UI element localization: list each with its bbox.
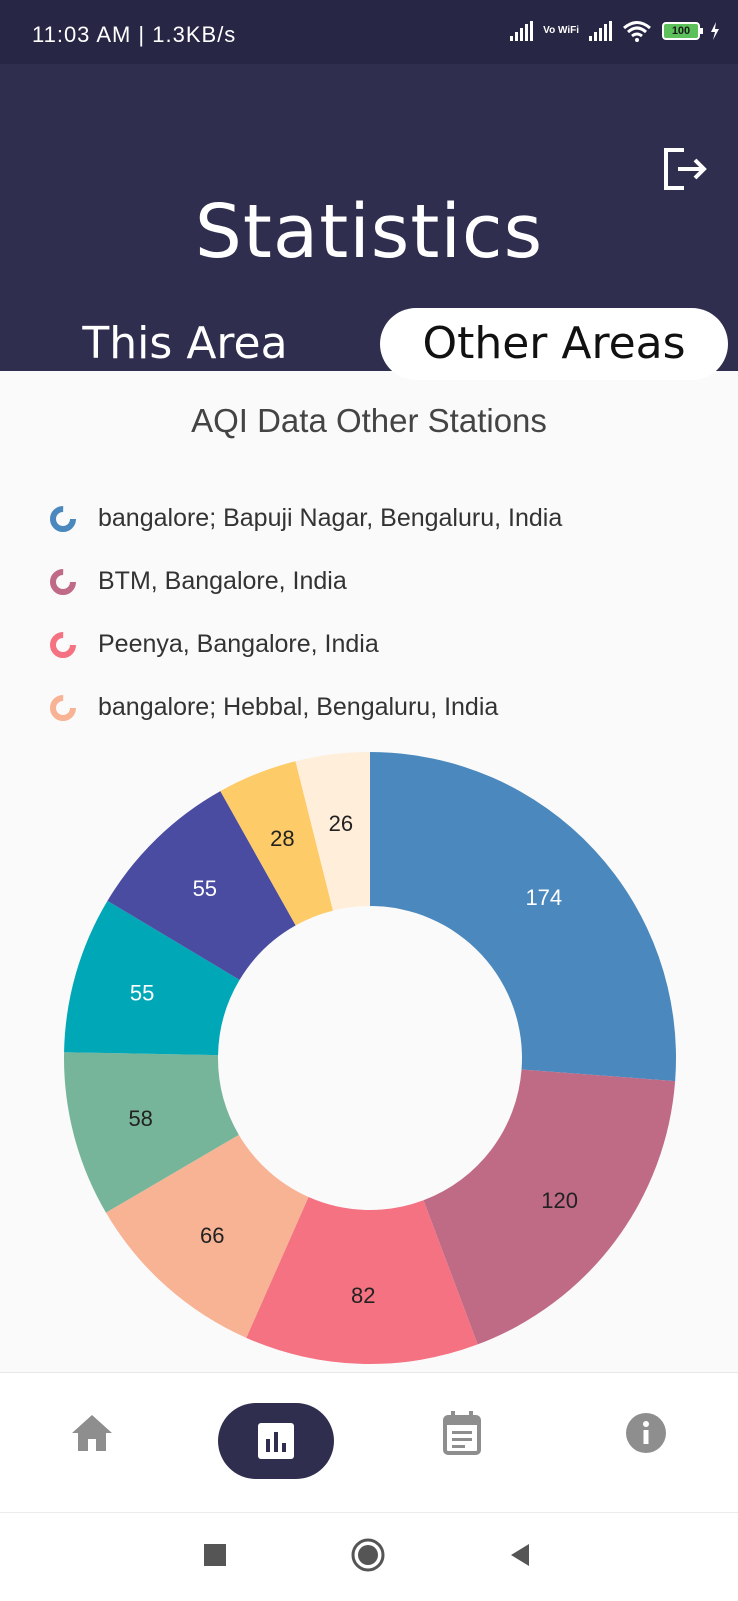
- legend-donut-icon: [50, 631, 76, 658]
- info-icon: [626, 1413, 666, 1453]
- donut-value-label: 66: [200, 1223, 224, 1248]
- donut-value-label: 26: [329, 811, 353, 836]
- signal-icon: [510, 21, 534, 41]
- legend-item: BTM, Bangalore, India: [48, 550, 562, 613]
- status-bar: 11:03 AM | 1.3KB/s Vo WiFi 100: [0, 0, 738, 64]
- nav-info[interactable]: [616, 1403, 676, 1463]
- page-title: Statistics: [194, 189, 544, 275]
- home-icon: [72, 1415, 112, 1451]
- system-home-button[interactable]: [346, 1533, 390, 1577]
- system-nav-bar: [0, 1512, 738, 1601]
- back-button[interactable]: [498, 1533, 542, 1577]
- nav-home[interactable]: [62, 1403, 122, 1463]
- charging-icon: [711, 22, 719, 40]
- donut-segment: [370, 752, 677, 1082]
- signal-icon-2: [589, 21, 612, 41]
- donut-segment: [423, 1069, 676, 1345]
- donut-value-label: 174: [525, 885, 562, 910]
- donut-segment: [246, 1197, 478, 1364]
- legend-donut-icon: [50, 568, 76, 595]
- donut-segment: [105, 1134, 309, 1338]
- circle-icon: [351, 1538, 385, 1572]
- donut-value-label: 55: [193, 876, 217, 901]
- status-icons: Vo WiFi 100: [510, 20, 720, 42]
- donut-value-label: 82: [351, 1283, 375, 1308]
- legend-label: Peenya, Bangalore, India: [98, 630, 379, 658]
- nav-calendar[interactable]: [432, 1403, 492, 1463]
- donut-value-label: 55: [130, 981, 154, 1006]
- calendar-icon: [443, 1411, 481, 1455]
- tab-this-area[interactable]: This Area: [82, 318, 288, 369]
- recent-apps-button[interactable]: [193, 1533, 237, 1577]
- donut-segment: [64, 1052, 239, 1213]
- donut-segment: [295, 752, 370, 911]
- legend-item: bangalore; Hebbal, Bengaluru, India: [48, 676, 562, 739]
- nav-statistics[interactable]: [218, 1403, 334, 1479]
- chart-title: AQI Data Other Stations: [191, 402, 547, 439]
- back-triangle-icon: [511, 1544, 529, 1566]
- battery-icon: 100: [662, 22, 703, 40]
- header: Statistics This Area Other Areas: [0, 64, 738, 380]
- legend-donut-icon: [50, 505, 76, 532]
- legend-label: bangalore; Hebbal, Bengaluru, India: [98, 693, 499, 721]
- status-time: 11:03 AM | 1.3KB/s: [32, 22, 237, 47]
- donut-segment: [220, 761, 333, 926]
- donut-segment: [64, 900, 240, 1056]
- legend-item: bangalore; Bapuji Nagar, Bengaluru, Indi…: [48, 487, 562, 550]
- legend-donut-icon: [50, 694, 76, 721]
- donut-chart: 174 120 82 66 58 55 55 28 26: [64, 752, 677, 1364]
- donut-value-label: 28: [270, 826, 294, 851]
- donut-value-label: 120: [541, 1188, 578, 1213]
- donut-segment: [107, 791, 296, 980]
- wifi-icon: [623, 21, 651, 42]
- bar-chart-icon: [258, 1423, 294, 1459]
- legend: bangalore; Bapuji Nagar, Bengaluru, Indi…: [48, 487, 562, 739]
- tab-other-areas[interactable]: Other Areas: [380, 308, 728, 380]
- legend-label: bangalore; Bapuji Nagar, Bengaluru, Indi…: [98, 504, 563, 532]
- square-icon: [204, 1544, 226, 1566]
- legend-item: Peenya, Bangalore, India: [48, 613, 562, 676]
- donut-value-label: 58: [128, 1106, 152, 1131]
- vowifi-label: Vo WiFi: [543, 25, 579, 36]
- logout-icon[interactable]: [660, 144, 710, 194]
- legend-label: BTM, Bangalore, India: [98, 567, 347, 595]
- bottom-nav: [0, 1372, 738, 1513]
